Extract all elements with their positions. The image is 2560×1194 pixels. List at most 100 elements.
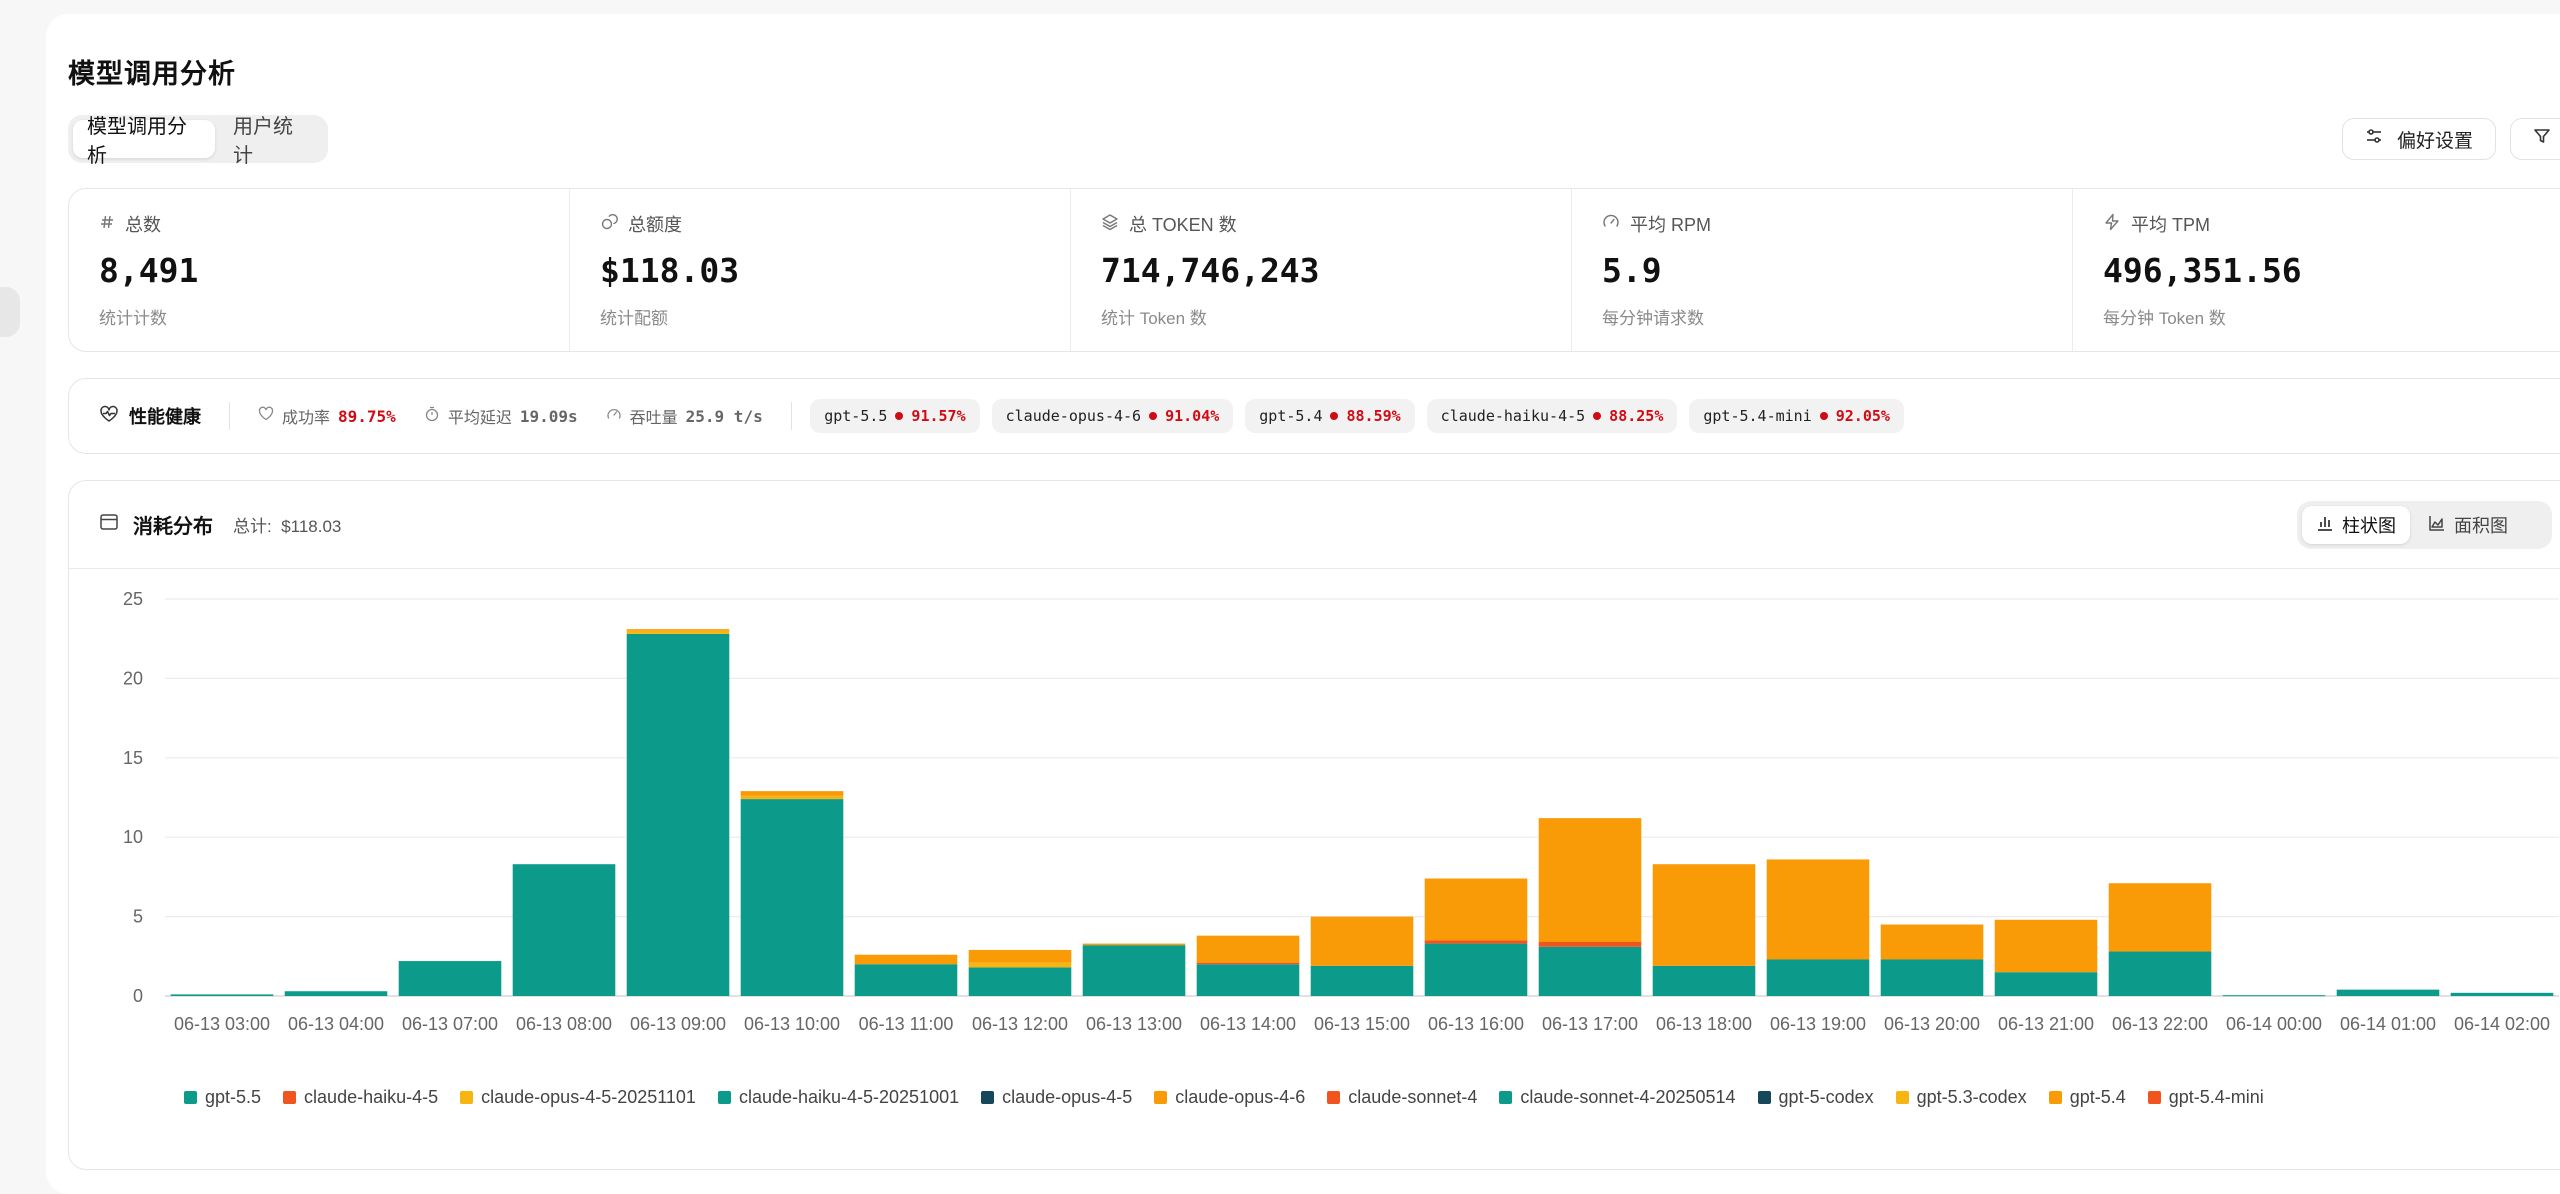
x-tick-label: 06-13 22:00 (2112, 1014, 2208, 1034)
filter-button[interactable]: 筛选 (2509, 118, 2560, 160)
stat-value: 714,746,243 (1101, 251, 1320, 290)
tab-user-stats[interactable]: 用户统计 (233, 116, 293, 167)
hash-icon (99, 214, 115, 235)
legend-item[interactable]: claude-sonnet-4-20250514 (1499, 1087, 1736, 1108)
bar-segment[interactable] (1196, 935, 1300, 963)
bar-chart-view-button[interactable]: 柱状图 (2302, 506, 2410, 544)
stats-row: 总数 8,491 统计计数 总额度 $118.03 统计配额 总 TOKEN 数… (68, 188, 2560, 352)
bar-segment[interactable] (1766, 859, 1870, 960)
bar-segment[interactable] (626, 633, 730, 996)
status-dot (1330, 412, 1339, 420)
bar-segment[interactable] (2108, 951, 2212, 996)
chart-total-label: 总计: (233, 517, 272, 536)
legend-item[interactable]: gpt-5.5 (184, 1087, 261, 1108)
bar-segment[interactable] (2108, 883, 2212, 952)
bar-segment[interactable] (1082, 943, 1186, 946)
bar-segment[interactable] (968, 949, 1072, 963)
gauge-icon (606, 406, 622, 427)
bar-segment[interactable] (398, 961, 502, 996)
bar-segment[interactable] (170, 994, 274, 996)
stat-card-rpm: 平均 RPM 5.9 每分钟请求数 (1572, 189, 2073, 351)
status-dot (1593, 412, 1602, 420)
legend-swatch (283, 1091, 297, 1104)
bar-segment[interactable] (1880, 924, 1984, 960)
legend-item[interactable]: claude-haiku-4-5 (283, 1087, 438, 1108)
coins-icon (600, 213, 618, 236)
bar-segment[interactable] (854, 954, 958, 965)
bar-segment[interactable] (1196, 964, 1300, 996)
bar-segment[interactable] (1766, 959, 1870, 996)
area-chart-view-button[interactable]: 面积图 (2414, 506, 2522, 544)
bar-segment[interactable] (2222, 995, 2326, 997)
model-health-pill[interactable]: claude-opus-4-6 91.04% (991, 399, 1234, 433)
bar-segment[interactable] (1082, 945, 1186, 996)
stat-card-tpm: 平均 TPM 496,351.56 每分钟 Token 数 (2073, 189, 2560, 351)
bar-segment[interactable] (740, 791, 844, 796)
bar-segment[interactable] (854, 964, 958, 996)
x-tick-label: 06-13 10:00 (744, 1014, 840, 1034)
legend-item[interactable]: claude-haiku-4-5-20251001 (717, 1087, 959, 1108)
bar-segment[interactable] (740, 795, 844, 800)
model-health-pill[interactable]: gpt-5.5 91.57% (810, 399, 980, 433)
model-health-pill[interactable]: gpt-5.4-mini 92.05% (1689, 399, 1904, 433)
bar-segment[interactable] (1424, 878, 1528, 941)
bar-segment[interactable] (968, 967, 1072, 996)
filter-icon (2533, 127, 2551, 151)
bar-segment[interactable] (1424, 943, 1528, 996)
legend-swatch (1499, 1091, 1513, 1104)
legend-item[interactable]: gpt-5.4-mini (2147, 1087, 2264, 1108)
tab-model-analysis[interactable]: 模型调用分析 (73, 116, 215, 167)
legend-item[interactable]: gpt-5-codex (1757, 1087, 1874, 1108)
bar-segment[interactable] (1538, 818, 1642, 943)
success-rate-value: 89.75% (338, 406, 396, 426)
bar-segment[interactable] (284, 991, 388, 996)
legend-swatch (2048, 1091, 2062, 1104)
throughput-label: 吞吐量 (629, 410, 678, 427)
bar-segment[interactable] (740, 799, 844, 996)
bar-segment[interactable] (1310, 965, 1414, 996)
preferences-button[interactable]: 偏好设置 (2341, 118, 2496, 160)
legend-label: claude-haiku-4-5 (304, 1087, 439, 1107)
bar-segment[interactable] (968, 962, 1072, 968)
legend-item[interactable]: gpt-5.4 (2048, 1087, 2126, 1108)
x-tick-label: 06-13 16:00 (1428, 1014, 1524, 1034)
sidebar-handle[interactable] (0, 287, 20, 337)
gauge-icon (1602, 213, 1620, 236)
bar-segment[interactable] (1652, 965, 1756, 996)
x-tick-label: 06-13 14:00 (1200, 1014, 1296, 1034)
model-name: gpt-5.4-mini (1703, 407, 1812, 425)
legend-item[interactable]: claude-opus-4-5 (981, 1087, 1132, 1108)
x-tick-label: 06-13 11:00 (859, 1014, 954, 1034)
zap-icon (2103, 213, 2121, 236)
bar-segment[interactable] (1424, 940, 1528, 944)
bar-segment[interactable] (1538, 946, 1642, 996)
legend-swatch (981, 1091, 995, 1104)
bar-segment[interactable] (1994, 972, 2098, 996)
bar-segment[interactable] (1880, 959, 1984, 996)
model-name: claude-haiku-4-5 (1440, 407, 1586, 425)
model-health-pill[interactable]: claude-haiku-4-5 88.25% (1426, 399, 1678, 433)
legend-item[interactable]: claude-opus-4-5-20251101 (460, 1087, 696, 1108)
legend-item[interactable]: gpt-5.3-codex (1895, 1087, 2027, 1108)
bar-segment[interactable] (512, 864, 616, 996)
model-health-pill[interactable]: gpt-5.4 88.59% (1245, 399, 1415, 433)
x-tick-label: 06-13 18:00 (1656, 1014, 1752, 1034)
bar-segment[interactable] (1652, 864, 1756, 966)
stat-value: 8,491 (99, 251, 199, 290)
bar-segment[interactable] (2336, 989, 2440, 996)
x-tick-label: 06-13 21:00 (1998, 1014, 2094, 1034)
stat-card-quota: 总额度 $118.03 统计配额 (570, 189, 1071, 351)
bar-segment[interactable] (1310, 916, 1414, 966)
legend-item[interactable]: claude-opus-4-6 (1154, 1087, 1305, 1108)
model-success-rate: 91.57% (911, 407, 966, 425)
bar-segment[interactable] (1994, 919, 2098, 973)
bar-segment[interactable] (1538, 942, 1642, 947)
x-tick-label: 06-13 09:00 (630, 1014, 726, 1034)
bar-segment[interactable] (626, 630, 730, 634)
bar-segment[interactable] (626, 629, 730, 631)
bar-segment[interactable] (1196, 962, 1300, 965)
x-tick-label: 06-13 13:00 (1086, 1014, 1182, 1034)
bar-segment[interactable] (2450, 992, 2554, 996)
legend-item[interactable]: claude-sonnet-4 (1327, 1087, 1477, 1108)
x-tick-label: 06-13 08:00 (516, 1014, 612, 1034)
